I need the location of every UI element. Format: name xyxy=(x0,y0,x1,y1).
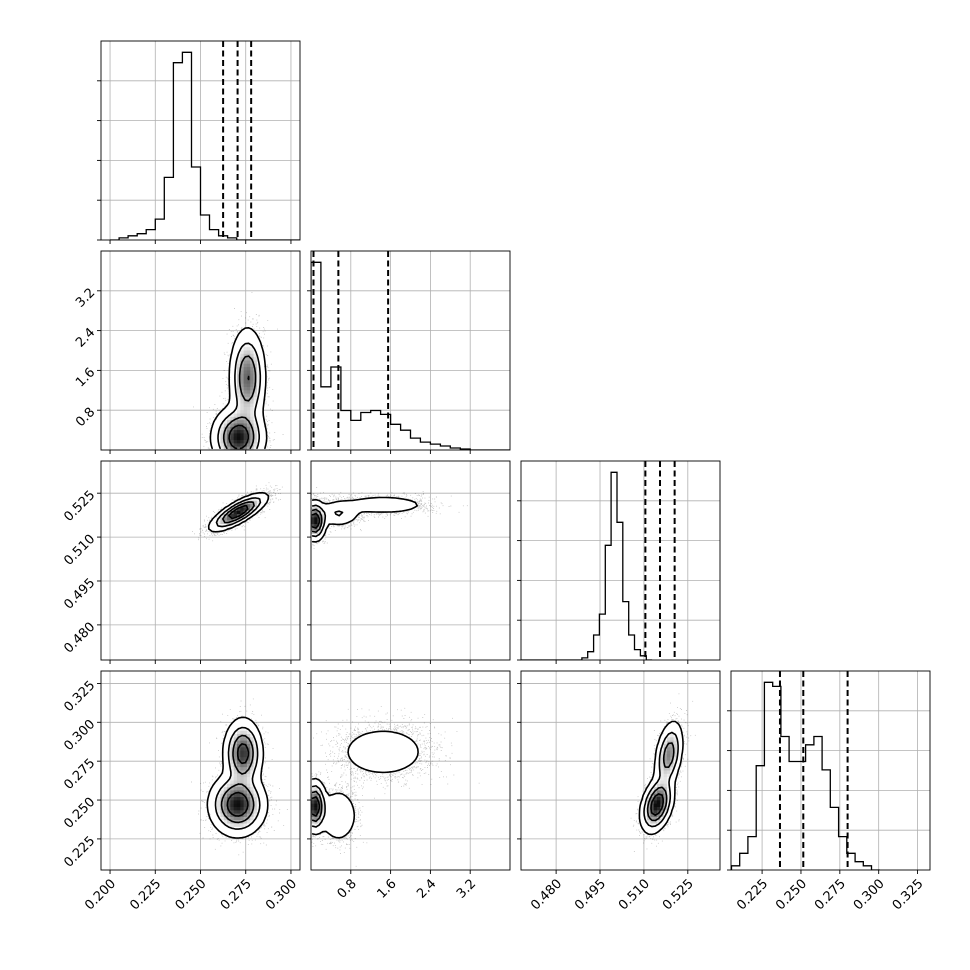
y-tick-label-p2-2: 0.510 xyxy=(61,532,98,569)
x-tick-label-p3-1: 0.250 xyxy=(773,876,810,913)
contour-line-0 xyxy=(206,716,269,839)
density-content xyxy=(630,693,696,852)
y-tick-label-p1-2: 2.4 xyxy=(73,325,98,350)
axes-frame xyxy=(520,670,721,871)
histogram-step-line xyxy=(311,261,510,450)
contour-line-1 xyxy=(311,785,326,828)
histogram-panel-2 xyxy=(517,460,721,664)
contour-line-0 xyxy=(638,720,684,836)
y-tick-label-p2-3: 0.525 xyxy=(61,488,98,525)
histogram-step-line xyxy=(110,51,300,240)
x-tick-label-p1-0: 0.8 xyxy=(335,876,360,901)
histogram-content xyxy=(110,41,300,240)
y-tick-label-p1-3: 3.2 xyxy=(73,285,98,310)
contour-line-0 xyxy=(209,327,268,450)
y-tick-label-p1-0: 0.8 xyxy=(73,405,98,430)
y-tick-label-p2-0: 0.480 xyxy=(61,620,98,657)
density-content xyxy=(311,705,480,867)
density-panel-3-1 xyxy=(307,670,511,874)
y-tick-label-p3-0: 0.225 xyxy=(61,834,98,871)
axes-frame xyxy=(730,670,931,871)
histogram-panel-0 xyxy=(97,40,301,244)
contour-line-1 xyxy=(311,504,344,538)
x-tick-label-p0-4: 0.300 xyxy=(263,876,300,913)
contour-line-2 xyxy=(222,355,257,450)
contour-line-3 xyxy=(311,796,321,817)
density-content xyxy=(193,291,284,450)
density-content xyxy=(191,698,288,856)
y-tick-label-p2-1: 0.495 xyxy=(61,576,98,613)
x-tick-label-p2-0: 0.480 xyxy=(528,876,565,913)
x-tick-label-p2-1: 0.495 xyxy=(572,876,609,913)
axes-frame xyxy=(310,670,511,871)
contour-line-3 xyxy=(650,793,664,816)
histogram-step-line xyxy=(731,681,880,870)
x-tick-label-p2-3: 0.525 xyxy=(660,876,697,913)
histogram-content xyxy=(731,671,880,870)
contour-line-3 xyxy=(228,375,250,450)
x-tick-label-p3-0: 0.225 xyxy=(734,876,771,913)
histogram-content xyxy=(521,461,676,660)
histogram-panel-3 xyxy=(727,670,931,874)
axes-frame xyxy=(310,460,511,661)
x-tick-label-p0-1: 0.225 xyxy=(127,876,164,913)
axes-frame xyxy=(520,460,721,661)
x-tick-label-p3-4: 0.325 xyxy=(890,876,927,913)
axes-frame xyxy=(310,250,511,451)
y-tick-label-p3-3: 0.300 xyxy=(61,717,98,754)
contour-line-1 xyxy=(214,726,261,830)
density-content xyxy=(192,482,283,542)
contour-line-2 xyxy=(311,790,323,823)
contour-line-1 xyxy=(643,731,679,828)
density-content xyxy=(311,487,468,549)
contour-line-3 xyxy=(226,743,250,817)
x-tick-label-p1-1: 1.6 xyxy=(374,876,399,901)
density-panel-3-2 xyxy=(517,670,721,874)
x-tick-label-p2-2: 0.510 xyxy=(616,876,653,913)
y-tick-label-p3-4: 0.325 xyxy=(61,678,98,715)
scatter-samples xyxy=(311,705,480,867)
histogram-panel-1 xyxy=(307,250,511,454)
contour-line-0 xyxy=(311,496,418,543)
density-shading xyxy=(311,730,418,838)
histogram-step-line xyxy=(521,471,653,660)
contour-line-2 xyxy=(646,742,675,822)
density-shading xyxy=(207,717,268,838)
x-tick-label-p1-3: 3.2 xyxy=(454,876,479,901)
contour-line-0 xyxy=(311,730,419,839)
density-panel-2-1 xyxy=(307,460,511,664)
contour-line-3 xyxy=(228,504,249,520)
density-panel-3-0 xyxy=(97,670,301,874)
x-tick-label-p0-3: 0.275 xyxy=(218,876,255,913)
x-tick-label-p3-2: 0.275 xyxy=(812,876,849,913)
x-tick-label-p0-0: 0.200 xyxy=(82,876,119,913)
contour-line-3 xyxy=(311,512,321,529)
contour-line-0 xyxy=(207,491,270,533)
density-panel-1-0 xyxy=(97,250,301,454)
y-tick-label-p3-2: 0.275 xyxy=(61,756,98,793)
histogram-content xyxy=(311,251,510,450)
density-panel-2-0 xyxy=(97,460,301,664)
contour-line-1 xyxy=(215,497,262,528)
contour-line-2 xyxy=(311,508,323,533)
contour-line-1 xyxy=(217,342,262,450)
contour-line-2 xyxy=(220,734,255,824)
x-tick-label-p3-3: 0.300 xyxy=(851,876,888,913)
y-tick-label-p1-1: 1.6 xyxy=(73,365,98,390)
y-tick-label-p3-1: 0.250 xyxy=(61,795,98,832)
x-tick-label-p0-2: 0.250 xyxy=(173,876,210,913)
contour-line-2 xyxy=(222,501,255,524)
x-tick-label-p1-2: 2.4 xyxy=(414,876,439,901)
